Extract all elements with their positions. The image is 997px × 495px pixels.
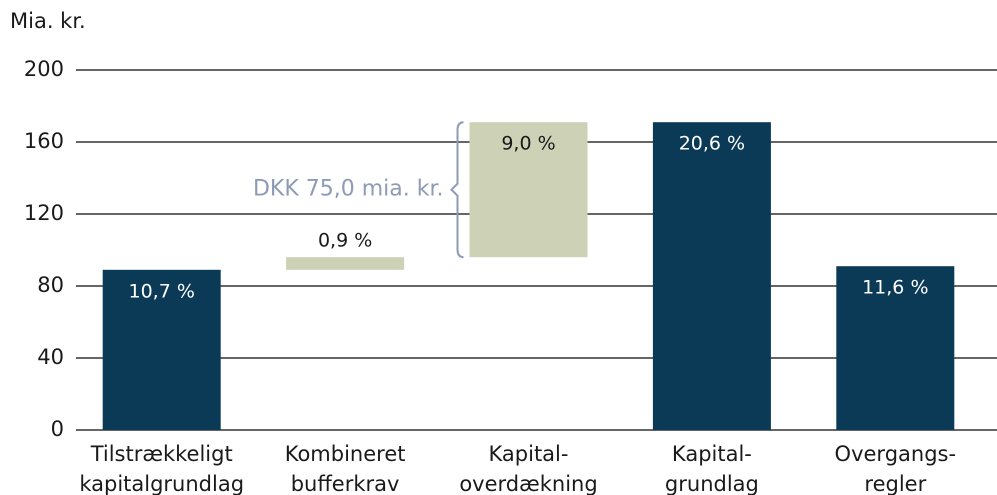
bracket — [450, 121, 464, 259]
bar-label: 9,0 % — [501, 133, 555, 155]
y-tick-label: 0 — [51, 417, 64, 441]
x-tick-label: Overgangs- — [835, 442, 957, 466]
y-tick-label: 80 — [37, 273, 64, 297]
bar — [286, 257, 405, 270]
x-tick-label: Kapital- — [672, 442, 752, 466]
bar-label: 20,6 % — [679, 133, 745, 155]
x-tick-label: kapitalgrundlag — [79, 472, 244, 495]
x-tick-label: regler — [864, 472, 926, 495]
y-tick-label: 200 — [24, 57, 64, 81]
x-tick-label: grundlag — [665, 472, 759, 495]
bar — [102, 269, 221, 430]
annotation: DKK 75,0 mia. kr. — [253, 177, 444, 202]
bar — [652, 122, 771, 430]
bar — [469, 122, 588, 258]
y-tick-label: 120 — [24, 201, 64, 225]
y-axis-label: Mia. kr. — [10, 9, 86, 33]
y-tick-label: 160 — [24, 129, 64, 153]
x-tick-label: Kapital- — [489, 442, 569, 466]
x-tick-label: overdækning — [459, 472, 597, 495]
x-tick-label: bufferkrav — [291, 472, 400, 495]
bar-label: 10,7 % — [128, 280, 194, 302]
x-tick-label: Tilstrækkeligt — [90, 442, 233, 466]
bar — [836, 266, 955, 430]
bar-label: 11,6 % — [862, 277, 928, 299]
x-tick-label: Kombineret — [285, 442, 406, 466]
bar-label: 0,9 % — [318, 230, 372, 252]
y-tick-label: 40 — [37, 345, 64, 369]
